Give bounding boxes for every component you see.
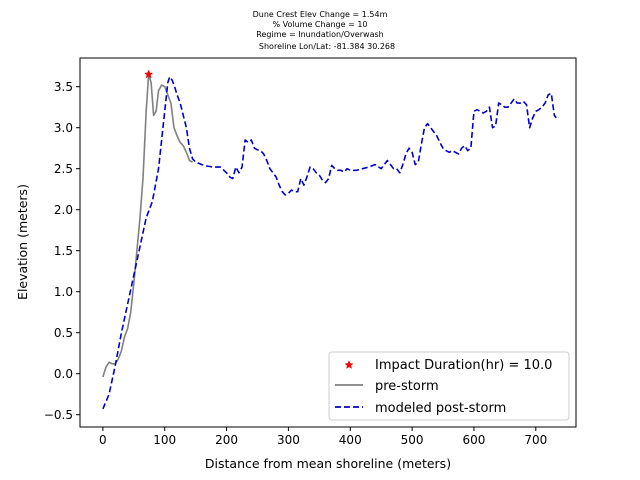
x-axis-label: Distance from mean shoreline (meters) (205, 456, 451, 471)
x-axis-ticks: 0 100 200 300 400 500 600 700 (99, 427, 547, 447)
legend: Impact Duration(hr) = 10.0 pre-storm mod… (328, 351, 570, 421)
x-tick-label: 200 (215, 433, 238, 447)
y-tick-label: 2.5 (54, 162, 73, 176)
title-line-shoreline-location: Shoreline Lon/Lat: -81.384 30.268 (259, 42, 395, 51)
y-tick-label: 2.0 (54, 203, 73, 217)
x-tick-label: 400 (339, 433, 362, 447)
y-tick-label: 0.5 (54, 326, 73, 340)
y-tick-label: 1.0 (54, 285, 73, 299)
plot-frame (79, 57, 577, 428)
legend-label-impact-duration: Impact Duration(hr) = 10.0 (375, 358, 552, 373)
title-line-crest-change: Dune Crest Elev Change = 1.54m (253, 10, 388, 19)
x-tick-label: 0 (99, 433, 107, 447)
legend-label-pre-storm: pre-storm (375, 379, 439, 394)
series-line-pre-storm (102, 73, 193, 378)
title-line-regime: Regime = Inundation/Overwash (256, 30, 383, 39)
x-tick-label: 100 (153, 433, 176, 447)
y-tick-label: 1.5 (54, 244, 73, 258)
title-line-volume-change: % Volume Change = 10 (272, 20, 367, 29)
y-axis-ticks: −0.5 0.0 0.5 1.0 1.5 2.0 2.5 3.0 3.5 (44, 80, 80, 422)
y-tick-label: 3.5 (54, 80, 73, 94)
impact-marker-point-0 (143, 69, 154, 79)
legend-star-icon (344, 360, 354, 369)
y-tick-label: 0.0 (54, 367, 73, 381)
y-tick-label: 3.0 (54, 121, 73, 135)
y-axis-label: Elevation (meters) (15, 184, 30, 300)
series-line-modeled-post-storm (102, 76, 557, 410)
chart-title: Dune Crest Elev Change = 1.54m % Volume … (253, 10, 395, 51)
x-tick-label: 600 (463, 433, 486, 447)
x-tick-label: 700 (524, 433, 547, 447)
x-tick-label: 500 (401, 433, 424, 447)
legend-box (328, 351, 570, 421)
x-tick-label: 300 (277, 433, 300, 447)
y-tick-label: −0.5 (44, 408, 73, 422)
legend-swatch-impact-duration (344, 360, 354, 369)
legend-label-modeled-post-storm: modeled post-storm (375, 401, 506, 416)
plot-content (102, 69, 557, 410)
